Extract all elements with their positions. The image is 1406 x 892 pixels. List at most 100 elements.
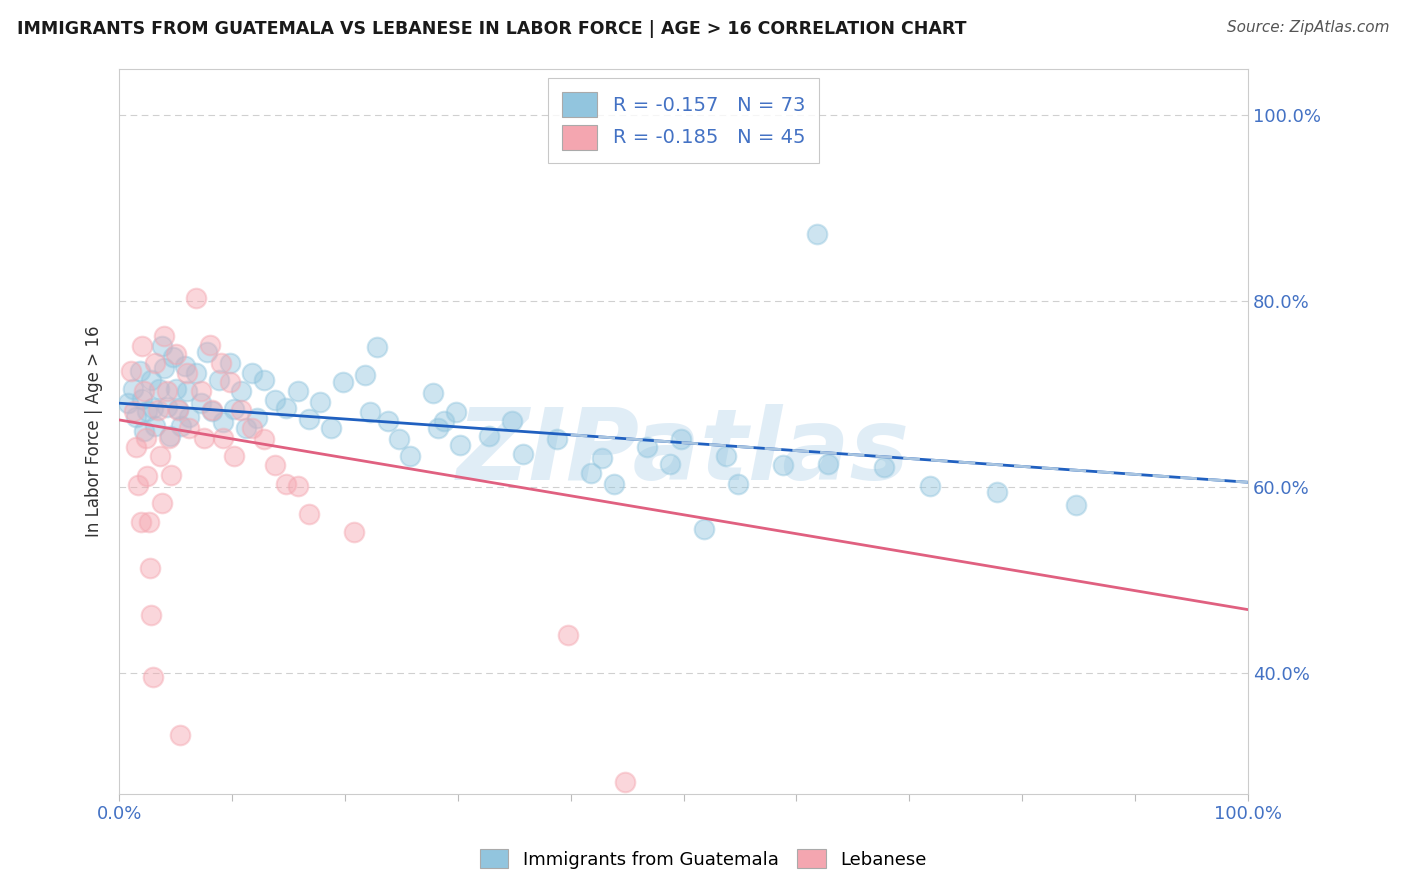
Point	[135, 431, 157, 445]
Point	[671, 433, 693, 447]
Point	[150, 496, 173, 510]
Point	[659, 457, 682, 471]
Point	[716, 449, 738, 463]
Point	[377, 414, 399, 428]
Text: Source: ZipAtlas.com: Source: ZipAtlas.com	[1226, 20, 1389, 35]
Point	[179, 410, 201, 425]
Point	[231, 384, 253, 398]
Point	[399, 449, 422, 463]
Point	[218, 375, 240, 389]
Point	[201, 403, 224, 417]
Point	[136, 403, 159, 417]
Point	[276, 477, 298, 491]
Point	[156, 384, 179, 398]
Point	[422, 386, 444, 401]
Point	[873, 460, 896, 475]
Point	[1066, 498, 1088, 512]
Point	[136, 468, 159, 483]
Point	[772, 458, 794, 473]
Point	[242, 366, 264, 380]
Point	[546, 433, 568, 447]
Point	[122, 403, 145, 417]
Point	[132, 424, 155, 438]
Point	[170, 418, 193, 433]
Legend: Immigrants from Guatemala, Lebanese: Immigrants from Guatemala, Lebanese	[472, 842, 934, 876]
Point	[145, 419, 167, 434]
Point	[287, 384, 309, 398]
Point	[201, 402, 224, 417]
Point	[139, 561, 162, 575]
Point	[426, 421, 449, 435]
Point	[121, 382, 143, 396]
Point	[298, 507, 321, 521]
Point	[160, 467, 183, 482]
Point	[128, 364, 150, 378]
Point	[986, 484, 1008, 499]
Point	[309, 395, 332, 409]
Point	[231, 402, 253, 417]
Point	[209, 356, 232, 370]
Point	[264, 458, 287, 473]
Point	[433, 414, 456, 428]
Point	[176, 384, 198, 398]
Point	[918, 479, 941, 493]
Point	[127, 478, 149, 492]
Point	[224, 401, 246, 416]
Point	[146, 402, 169, 417]
Point	[207, 373, 229, 387]
Point	[579, 466, 602, 480]
Point	[131, 338, 153, 352]
Text: IMMIGRANTS FROM GUATEMALA VS LEBANESE IN LABOR FORCE | AGE > 16 CORRELATION CHAR: IMMIGRANTS FROM GUATEMALA VS LEBANESE IN…	[17, 20, 966, 37]
Point	[156, 400, 179, 414]
Point	[190, 384, 212, 398]
Point	[179, 421, 201, 435]
Point	[145, 356, 167, 370]
Point	[478, 429, 501, 443]
Point	[817, 457, 839, 471]
Point	[117, 396, 139, 410]
Point	[224, 449, 246, 463]
Point	[212, 415, 235, 429]
Point	[806, 227, 828, 241]
Point	[167, 401, 190, 416]
Point	[139, 373, 162, 387]
Point	[693, 522, 716, 536]
Point	[138, 515, 160, 529]
Point	[165, 382, 187, 396]
Point	[613, 774, 636, 789]
Point	[321, 421, 343, 435]
Point	[167, 402, 190, 417]
Point	[148, 382, 170, 396]
Point	[512, 447, 534, 461]
Point	[264, 393, 287, 408]
Point	[388, 433, 411, 447]
Point	[159, 429, 181, 443]
Point	[298, 412, 321, 426]
Point	[193, 431, 215, 445]
Point	[276, 401, 298, 415]
Point	[242, 421, 264, 435]
Point	[165, 347, 187, 361]
Point	[235, 421, 257, 435]
Point	[359, 404, 381, 418]
Point	[287, 479, 309, 493]
Point	[253, 433, 276, 447]
Point	[157, 431, 180, 445]
Point	[153, 360, 176, 375]
Text: ZIPatlas: ZIPatlas	[457, 404, 910, 501]
Point	[184, 291, 207, 305]
Point	[198, 337, 221, 351]
Point	[190, 396, 212, 410]
Point	[636, 440, 658, 454]
Point	[444, 404, 467, 418]
Point	[332, 375, 354, 389]
Point	[727, 477, 749, 491]
Point	[195, 345, 218, 359]
Point	[449, 438, 471, 452]
Point	[142, 401, 165, 415]
Point	[557, 628, 579, 642]
Point	[149, 449, 172, 463]
Point	[153, 329, 176, 343]
Point	[184, 366, 207, 380]
Point	[139, 608, 162, 623]
